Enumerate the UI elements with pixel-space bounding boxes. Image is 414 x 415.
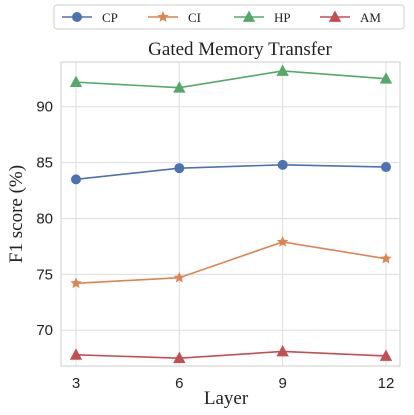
data-point-ci <box>276 235 289 247</box>
y-axis-ticks: 70 75 80 85 90 <box>36 99 53 340</box>
series-ci <box>70 235 392 289</box>
y-tick-label: 75 <box>36 266 53 283</box>
x-axis-ticks: 3 6 9 12 <box>72 375 395 392</box>
legend-marker-cp <box>72 12 82 22</box>
data-point-am <box>69 348 83 360</box>
legend-item-hp: HP <box>234 10 291 25</box>
series-line-ci <box>75 241 387 285</box>
series-am <box>69 344 393 364</box>
series-cp <box>71 159 391 185</box>
x-tick-label: 6 <box>175 375 183 392</box>
legend-item-ci: CI <box>148 10 201 25</box>
data-point-hp <box>276 64 289 76</box>
y-tick-label: 70 <box>36 322 53 339</box>
legend-label-am: AM <box>360 10 381 25</box>
y-tick-label: 85 <box>36 155 53 172</box>
legend-marker-am <box>328 10 342 22</box>
y-axis-label: F1 score (%) <box>6 165 27 263</box>
y-tick-label: 90 <box>36 99 53 116</box>
series-line-am <box>75 350 387 359</box>
legend: CP CI HP AM <box>53 4 405 30</box>
series-hp <box>69 64 393 93</box>
y-tick-label: 80 <box>36 210 53 227</box>
data-point-cp <box>381 162 391 173</box>
chart-title: Gated Memory Transfer <box>148 39 332 60</box>
legend-label-hp: HP <box>274 10 291 25</box>
data-point-cp <box>174 163 185 174</box>
data-point-cp <box>277 159 288 170</box>
data-point-cp <box>71 174 81 185</box>
plot-frame <box>60 61 401 367</box>
x-axis-label: Layer <box>204 388 249 409</box>
grid <box>61 62 400 366</box>
data-point-am <box>379 349 393 361</box>
data-point-hp <box>69 75 83 87</box>
legend-label-cp: CP <box>102 10 118 25</box>
legend-marker-hp <box>242 10 256 22</box>
legend-item-am: AM <box>320 10 381 25</box>
series-line-cp <box>75 164 387 181</box>
legend-marker-ci <box>157 11 169 22</box>
data-point-ci <box>380 252 392 264</box>
legend-item-cp: CP <box>62 10 118 25</box>
legend-label-ci: CI <box>188 10 201 25</box>
legend-box <box>53 4 405 30</box>
data-point-ci <box>173 271 186 283</box>
data-point-am <box>173 351 186 364</box>
data-point-am <box>276 344 289 357</box>
data-point-ci <box>70 277 82 289</box>
series-layer <box>69 64 393 364</box>
x-tick-label: 3 <box>72 375 80 392</box>
data-point-hp <box>173 81 186 93</box>
data-point-hp <box>379 72 393 84</box>
series-line-hp <box>75 70 387 89</box>
plot-area <box>60 61 401 367</box>
x-tick-label: 12 <box>378 375 395 392</box>
x-tick-label: 9 <box>278 375 286 392</box>
